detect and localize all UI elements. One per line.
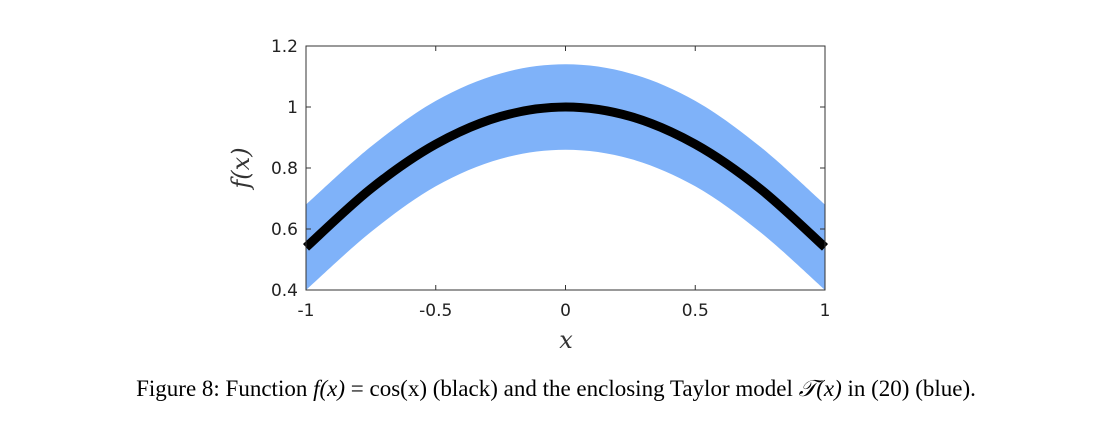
figure-caption: Figure 8: Function f(x) = cos(x) (black)…	[0, 376, 1112, 402]
x-tick-label: -0.5	[419, 301, 452, 321]
band-layer	[306, 64, 825, 290]
x-tick-label: -1	[298, 301, 315, 321]
y-tick-label: 1.2	[271, 37, 298, 57]
line-layer	[302, 102, 829, 251]
x-tick-label: 0	[560, 301, 571, 321]
y-axis-label: f(x)	[227, 147, 255, 190]
caption-taylor-model: 𝒯(x)	[798, 376, 842, 401]
caption-suffix: in (20) (blue).	[841, 376, 976, 401]
caption-function: f(x)	[313, 376, 346, 401]
y-tick-label: 1	[287, 98, 298, 118]
taylor-model-band	[306, 64, 825, 290]
caption-middle: (black) and the enclosing Taylor model	[426, 376, 799, 401]
ticks-layer: -1 -0.5 0 0.5 1 0.4 0.6 0.8 1 1.2	[271, 37, 830, 321]
x-tick-label: 0.5	[682, 301, 709, 321]
cos-line	[302, 102, 829, 251]
figure: -1 -0.5 0 0.5 1 0.4 0.6 0.8 1 1.2 x f(x)	[227, 37, 830, 354]
caption-prefix: Figure 8: Function	[136, 376, 314, 401]
chart: -1 -0.5 0 0.5 1 0.4 0.6 0.8 1 1.2 x f(x)	[227, 37, 830, 354]
x-axis-label: x	[559, 326, 573, 354]
x-tick-label: 1	[820, 301, 831, 321]
caption-equals: =	[345, 376, 370, 401]
y-tick-label: 0.8	[271, 159, 298, 179]
y-tick-label: 0.6	[271, 220, 298, 240]
caption-cos: cos(x)	[369, 376, 427, 401]
y-tick-label: 0.4	[271, 281, 298, 301]
